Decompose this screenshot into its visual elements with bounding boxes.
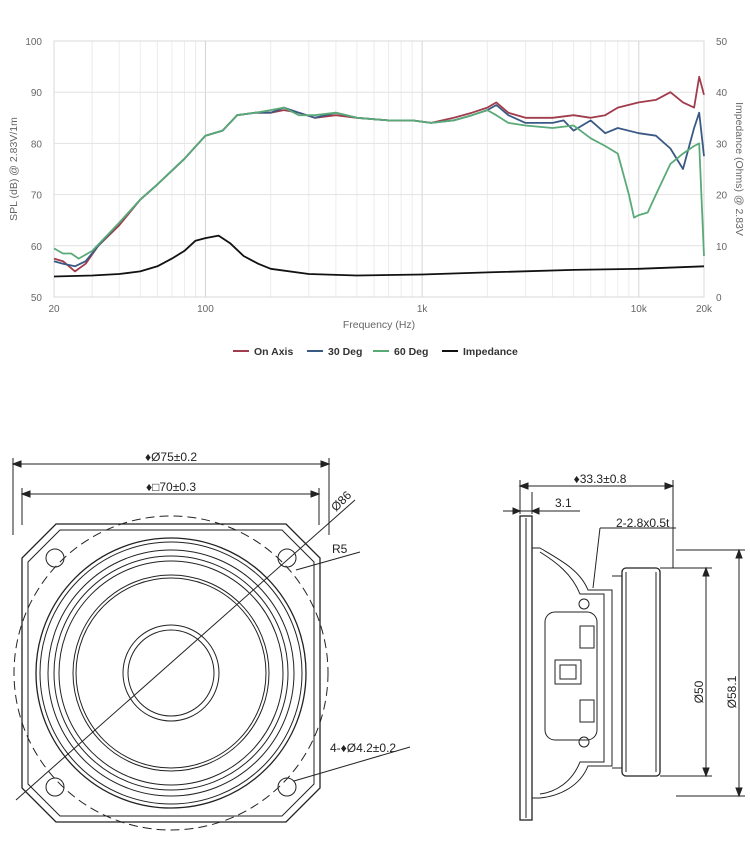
dim-holes: 4-♦Ø4.2±0.2 xyxy=(293,741,411,782)
series-line-on-axis xyxy=(53,75,705,273)
legend-item-impedance[interactable]: Impedance xyxy=(442,346,518,358)
dim-terminal-label: 2-2.8x0.5t xyxy=(616,516,670,530)
frame-outer xyxy=(21,523,321,823)
y2-tick-label: 0 xyxy=(716,293,722,304)
rivet-top xyxy=(578,598,590,610)
bounding-circle xyxy=(13,515,329,831)
dim-terminal: 2-2.8x0.5t xyxy=(592,516,676,589)
cone-rings xyxy=(35,537,307,809)
mount-hole-tl xyxy=(45,548,65,568)
dust-cap-inner xyxy=(127,629,215,717)
legend-label-60-deg: 60 Deg xyxy=(394,346,428,358)
terminal-bottom xyxy=(579,699,595,723)
legend-item-30-deg[interactable]: 30 Deg xyxy=(307,346,362,358)
side-basket-inner xyxy=(539,551,605,795)
dim-flange-label: 3.1 xyxy=(555,496,572,510)
x-tick-label: 100 xyxy=(197,304,214,315)
side-chassis-window xyxy=(544,611,598,741)
dim-outer-diameter-label: ♦Ø75±0.2 xyxy=(145,450,197,464)
x-tick-label: 20 xyxy=(48,304,60,315)
x-tick-label: 1k xyxy=(417,304,429,315)
series-line-impedance xyxy=(53,234,705,278)
chart-legend: On Axis 30 Deg 60 Deg Impedance xyxy=(233,346,518,358)
dim-square-size: ♦□70±0.3 xyxy=(20,480,321,525)
dust-cap-outer xyxy=(122,624,220,722)
y2-tick-label: 10 xyxy=(716,242,728,253)
y-tick-label: 50 xyxy=(31,293,43,304)
dim-radius-label: R5 xyxy=(332,542,348,556)
x-tick-label: 10k xyxy=(631,304,648,315)
y-tick-label: 100 xyxy=(25,37,42,48)
dim-outer-diameter: ♦Ø75±0.2 xyxy=(11,450,331,535)
y-tick-label: 90 xyxy=(31,88,43,99)
series-line-60-deg xyxy=(53,106,705,260)
dim-depth-label: ♦33.3±0.8 xyxy=(574,472,627,486)
dim-flange: 3.1 xyxy=(503,492,580,515)
side-flange xyxy=(519,515,533,821)
front-view: ♦Ø75±0.2 ♦□70±0.3 xyxy=(11,450,411,831)
y-tick-label: 80 xyxy=(31,139,43,150)
dim-magnet-inner: Ø50 xyxy=(660,566,712,778)
y-tick-label: 60 xyxy=(31,242,43,253)
y2-tick-label: 20 xyxy=(716,191,728,202)
side-basket xyxy=(532,547,613,799)
dim-depth: ♦33.3±0.8 xyxy=(518,472,675,568)
speaker-technical-drawing: ♦Ø75±0.2 ♦□70±0.3 xyxy=(11,450,745,831)
legend-label-impedance: Impedance xyxy=(463,346,518,358)
legend-item-60-deg[interactable]: 60 Deg xyxy=(373,346,428,358)
dim-diagonal-label: Ø86 xyxy=(328,488,354,514)
y-tick-label: 70 xyxy=(31,191,43,202)
dim-square-size-label: ♦□70±0.3 xyxy=(146,480,196,494)
dim-magnet-outer: Ø58.1 xyxy=(676,548,745,798)
terminal-center xyxy=(554,659,582,685)
chart-series-layer xyxy=(53,75,705,278)
plot-area-border xyxy=(53,40,705,298)
legend-label-30-deg: 30 Deg xyxy=(328,346,362,358)
mount-hole-bl xyxy=(45,777,65,797)
mount-hole-tr xyxy=(277,548,297,568)
x-tick-label: 20k xyxy=(696,304,713,315)
y2-tick-label: 30 xyxy=(716,139,728,150)
dim-magnet-outer-label: Ø58.1 xyxy=(725,675,739,708)
frequency-response-chart: 20 100 1k 10k 20k 50 60 70 80 90 100 0 10 20 30 40 50 Fr… xyxy=(8,37,745,358)
dim-magnet-inner-label: Ø50 xyxy=(692,680,706,703)
series-line-30-deg xyxy=(53,104,705,268)
legend-label-on-axis: On Axis xyxy=(254,346,293,358)
frame-inner xyxy=(27,529,315,817)
rivet-bottom xyxy=(578,736,590,748)
side-magnet xyxy=(621,567,661,777)
y2-tick-label: 40 xyxy=(716,88,728,99)
side-view: ♦33.3±0.8 3.1 2-2.8x0.5t xyxy=(503,472,745,821)
y2-tick-label: 50 xyxy=(716,37,728,48)
chart-tick-labels: 20 100 1k 10k 20k 50 60 70 80 90 100 0 10 20 30 40 50 xyxy=(25,37,727,315)
terminal-top xyxy=(579,625,595,649)
chart-grid xyxy=(53,40,705,298)
x-axis-title: Frequency (Hz) xyxy=(343,319,415,331)
mount-hole-br xyxy=(277,777,297,797)
dim-holes-label: 4-♦Ø4.2±0.2 xyxy=(330,741,396,755)
dim-radius: R5 xyxy=(295,542,361,571)
legend-item-on-axis[interactable]: On Axis xyxy=(233,346,293,358)
y-axis-title: SPL (dB) @ 2.83V/1m xyxy=(8,117,20,221)
y2-axis-title: Impedance (Ohms) @ 2.83V xyxy=(733,102,745,236)
